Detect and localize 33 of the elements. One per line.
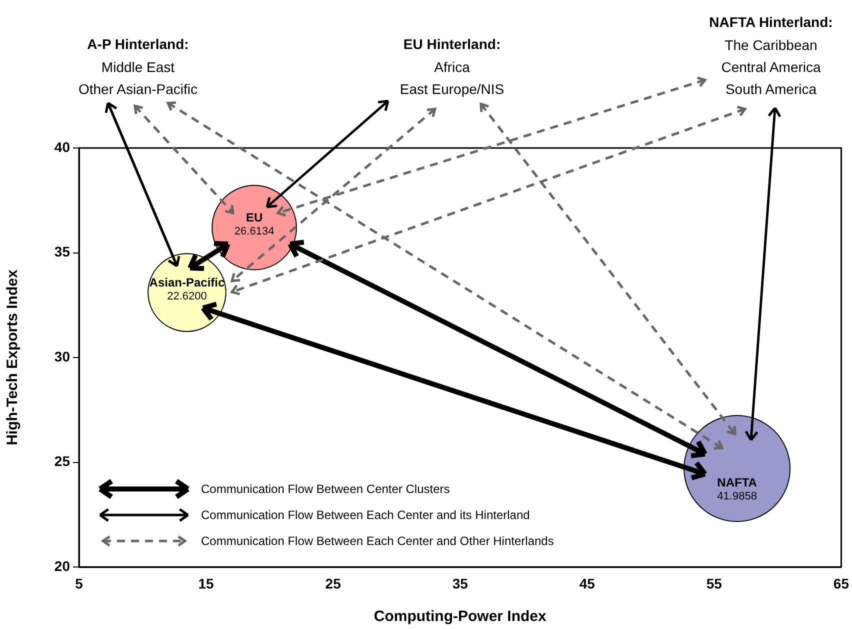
annotation: Communication Flow Between Each Center and Other Hinterlands	[201, 533, 554, 550]
x-tick-label: 5	[75, 575, 84, 592]
text: Africa	[434, 58, 470, 77]
text: Other Asian-Pacific	[78, 80, 198, 99]
series-label: Asian-Pacific	[149, 276, 225, 290]
y-tick-label: 40	[54, 138, 70, 155]
text: South America	[725, 80, 817, 99]
series-label: EU	[246, 210, 263, 225]
y-tick-label: 30	[54, 348, 70, 364]
x-tick-label: 45	[579, 575, 596, 592]
text: The Caribbean	[724, 36, 818, 55]
x-tick-label: 65	[833, 575, 850, 592]
y-tick-label: 25	[54, 453, 70, 470]
x-tick-label: 35	[452, 575, 468, 592]
series-label: NAFTA	[717, 476, 758, 490]
y-axis-title: High-Tech Exports Index	[4, 269, 22, 446]
text: East Europe/NIS	[400, 80, 504, 99]
text: NAFTA Hinterland:	[709, 13, 833, 32]
y-tick-label: 35	[54, 244, 70, 260]
x-tick-label: 55	[706, 575, 722, 592]
x-tick-label: 25	[325, 575, 342, 592]
data-label: 26.6134	[234, 226, 274, 238]
text: Central America	[721, 58, 821, 77]
text: Middle East	[101, 58, 175, 77]
y-tick-label: 20	[54, 558, 70, 574]
text: EU Hinterland:	[403, 35, 501, 54]
data-label: 22.6200	[167, 290, 207, 303]
x-axis-title: Computing-Power Index	[374, 608, 548, 626]
annotation: Communication Flow Between Each Center and its Hinterland	[201, 507, 530, 524]
annotation: Communication Flow Between Center Clusters	[201, 481, 450, 498]
data-label: 41.9858	[717, 490, 757, 503]
x-tick-label: 15	[198, 575, 214, 592]
text: A-P Hinterland:	[87, 35, 189, 54]
